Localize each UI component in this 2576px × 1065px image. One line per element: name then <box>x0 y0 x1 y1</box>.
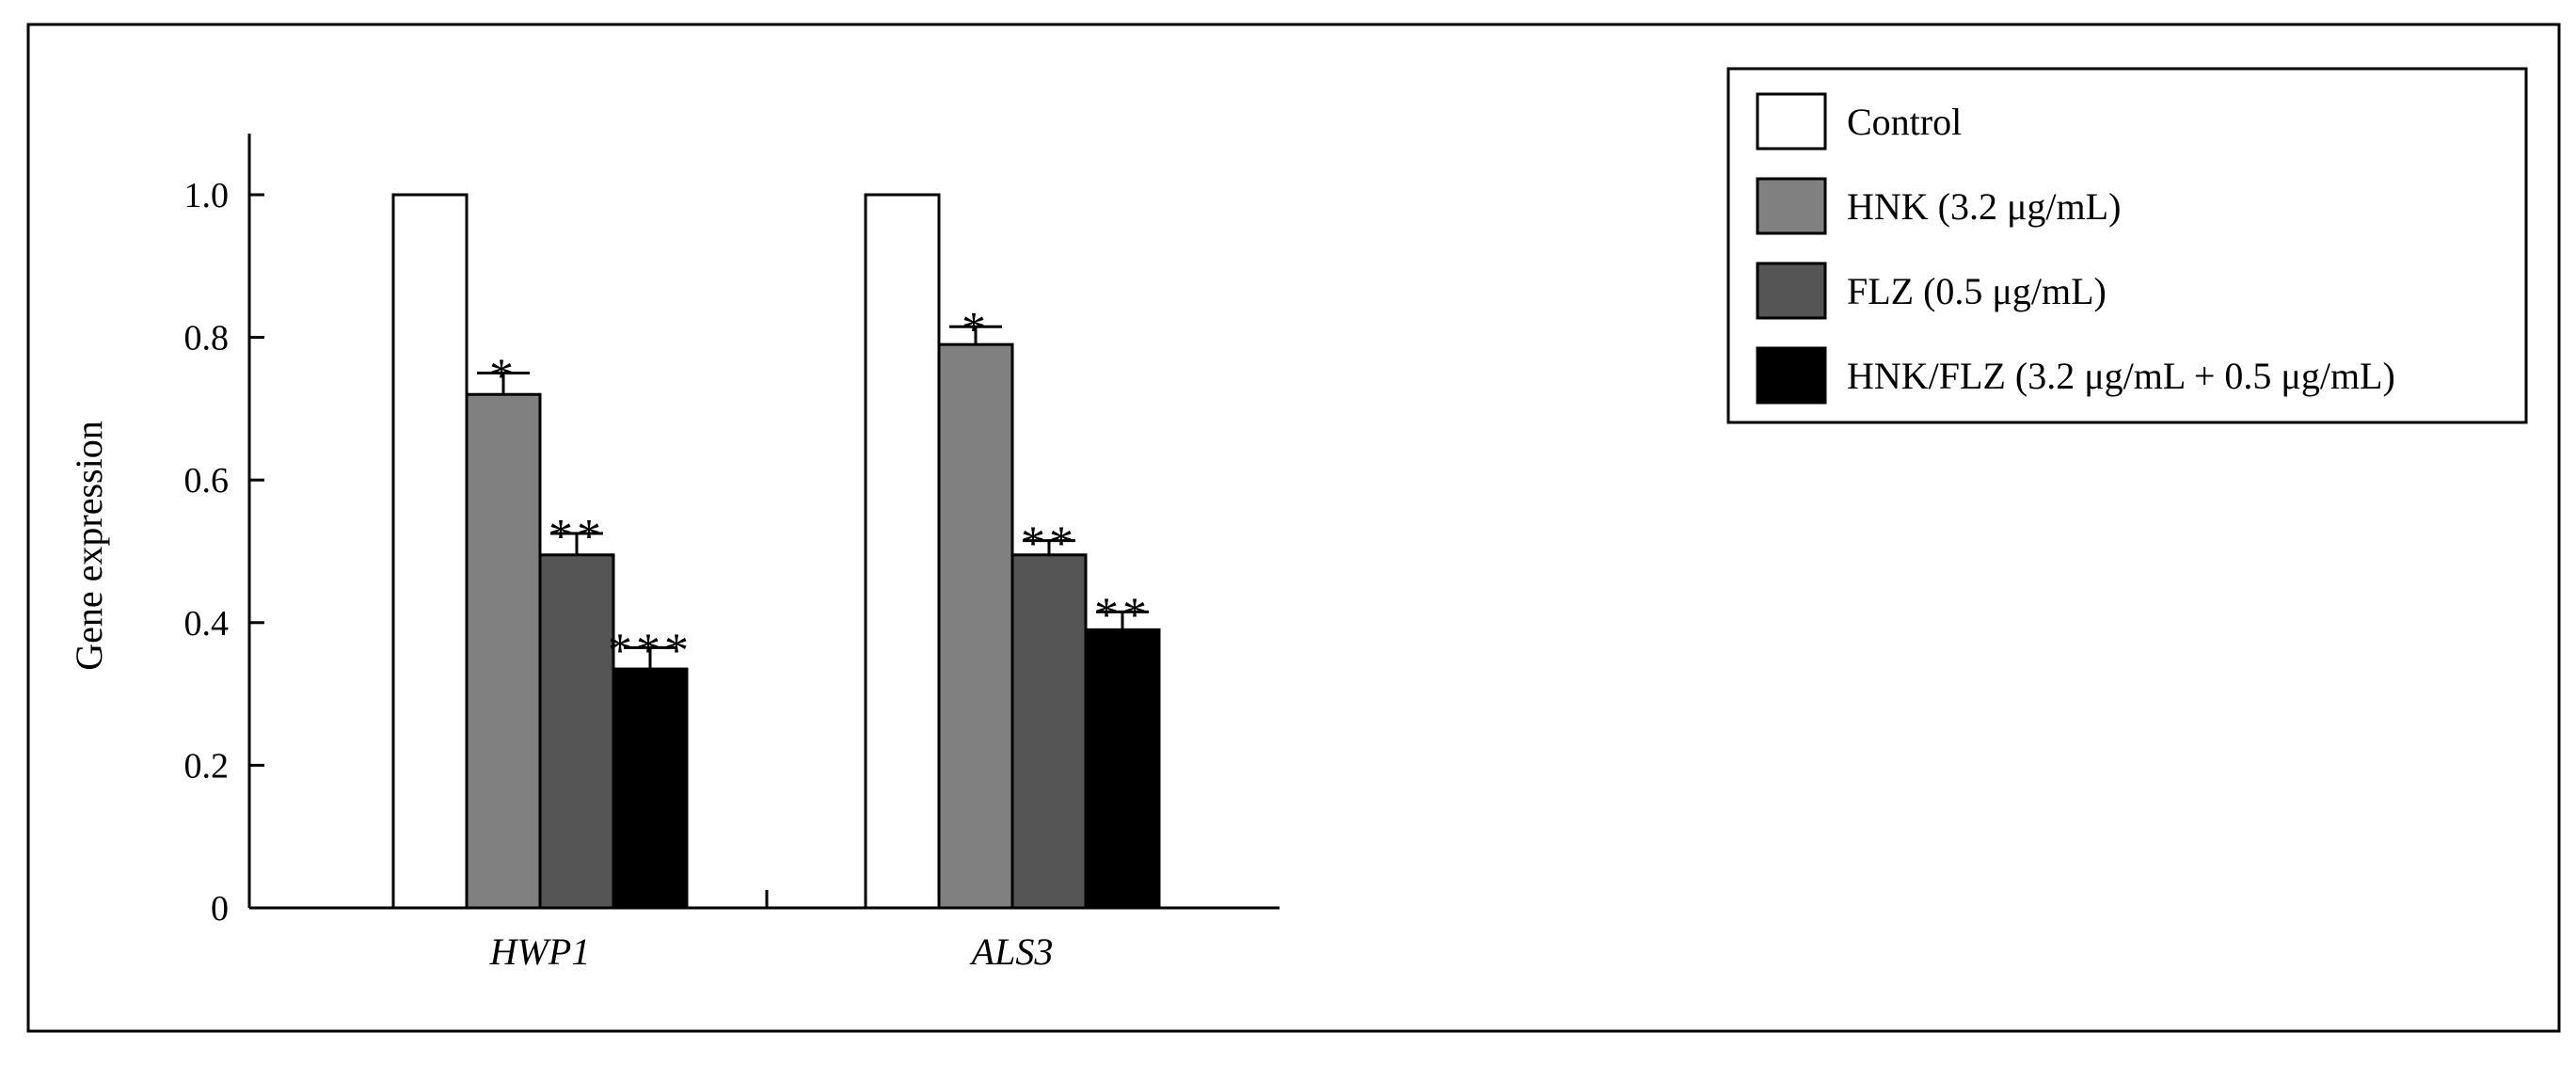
legend-label: HNK/FLZ (3.2 μg/mL + 0.5 μg/mL) <box>1847 355 2395 397</box>
bar <box>1010 553 1088 910</box>
legend-swatch <box>1756 262 1827 320</box>
bar <box>465 392 542 910</box>
legend-swatch <box>1756 92 1827 151</box>
legend: Control HNK (3.2 μg/mL) FLZ (0.5 μg/mL) HNK… <box>1726 67 2528 424</box>
plot-area: 00.20.40.60.81.0******HWP1*****ALS3 <box>184 134 1280 973</box>
significance-marker: ** <box>549 510 605 564</box>
bar <box>391 193 469 910</box>
legend-swatch <box>1756 346 1827 405</box>
bar <box>612 667 689 910</box>
significance-marker: *** <box>608 624 692 677</box>
bar <box>864 193 941 910</box>
y-tick-label: 0.6 <box>184 461 230 501</box>
legend-label: FLZ (0.5 μg/mL) <box>1847 270 2107 312</box>
significance-marker: ** <box>1094 588 1151 642</box>
legend-frame <box>1726 67 2528 424</box>
legend-swatch <box>1756 177 1827 235</box>
significance-marker: * <box>962 303 990 357</box>
bar <box>937 342 1014 910</box>
significance-marker: ** <box>1021 517 1077 571</box>
legend-label: Control <box>1847 101 1962 143</box>
category-label: ALS3 <box>969 930 1054 973</box>
y-tick-label: 0.8 <box>184 319 230 358</box>
y-tick-label: 0.2 <box>184 746 230 786</box>
category-label: HWP1 <box>489 930 591 973</box>
y-axis-label: Gene expression <box>68 421 110 670</box>
y-tick-label: 0.4 <box>184 604 230 644</box>
significance-marker: * <box>489 350 517 404</box>
y-tick-label: 1.0 <box>184 176 230 215</box>
legend-label: HNK (3.2 μg/mL) <box>1847 185 2121 228</box>
bar <box>1084 628 1161 910</box>
y-tick-label: 0 <box>211 889 229 929</box>
bar <box>538 553 615 910</box>
